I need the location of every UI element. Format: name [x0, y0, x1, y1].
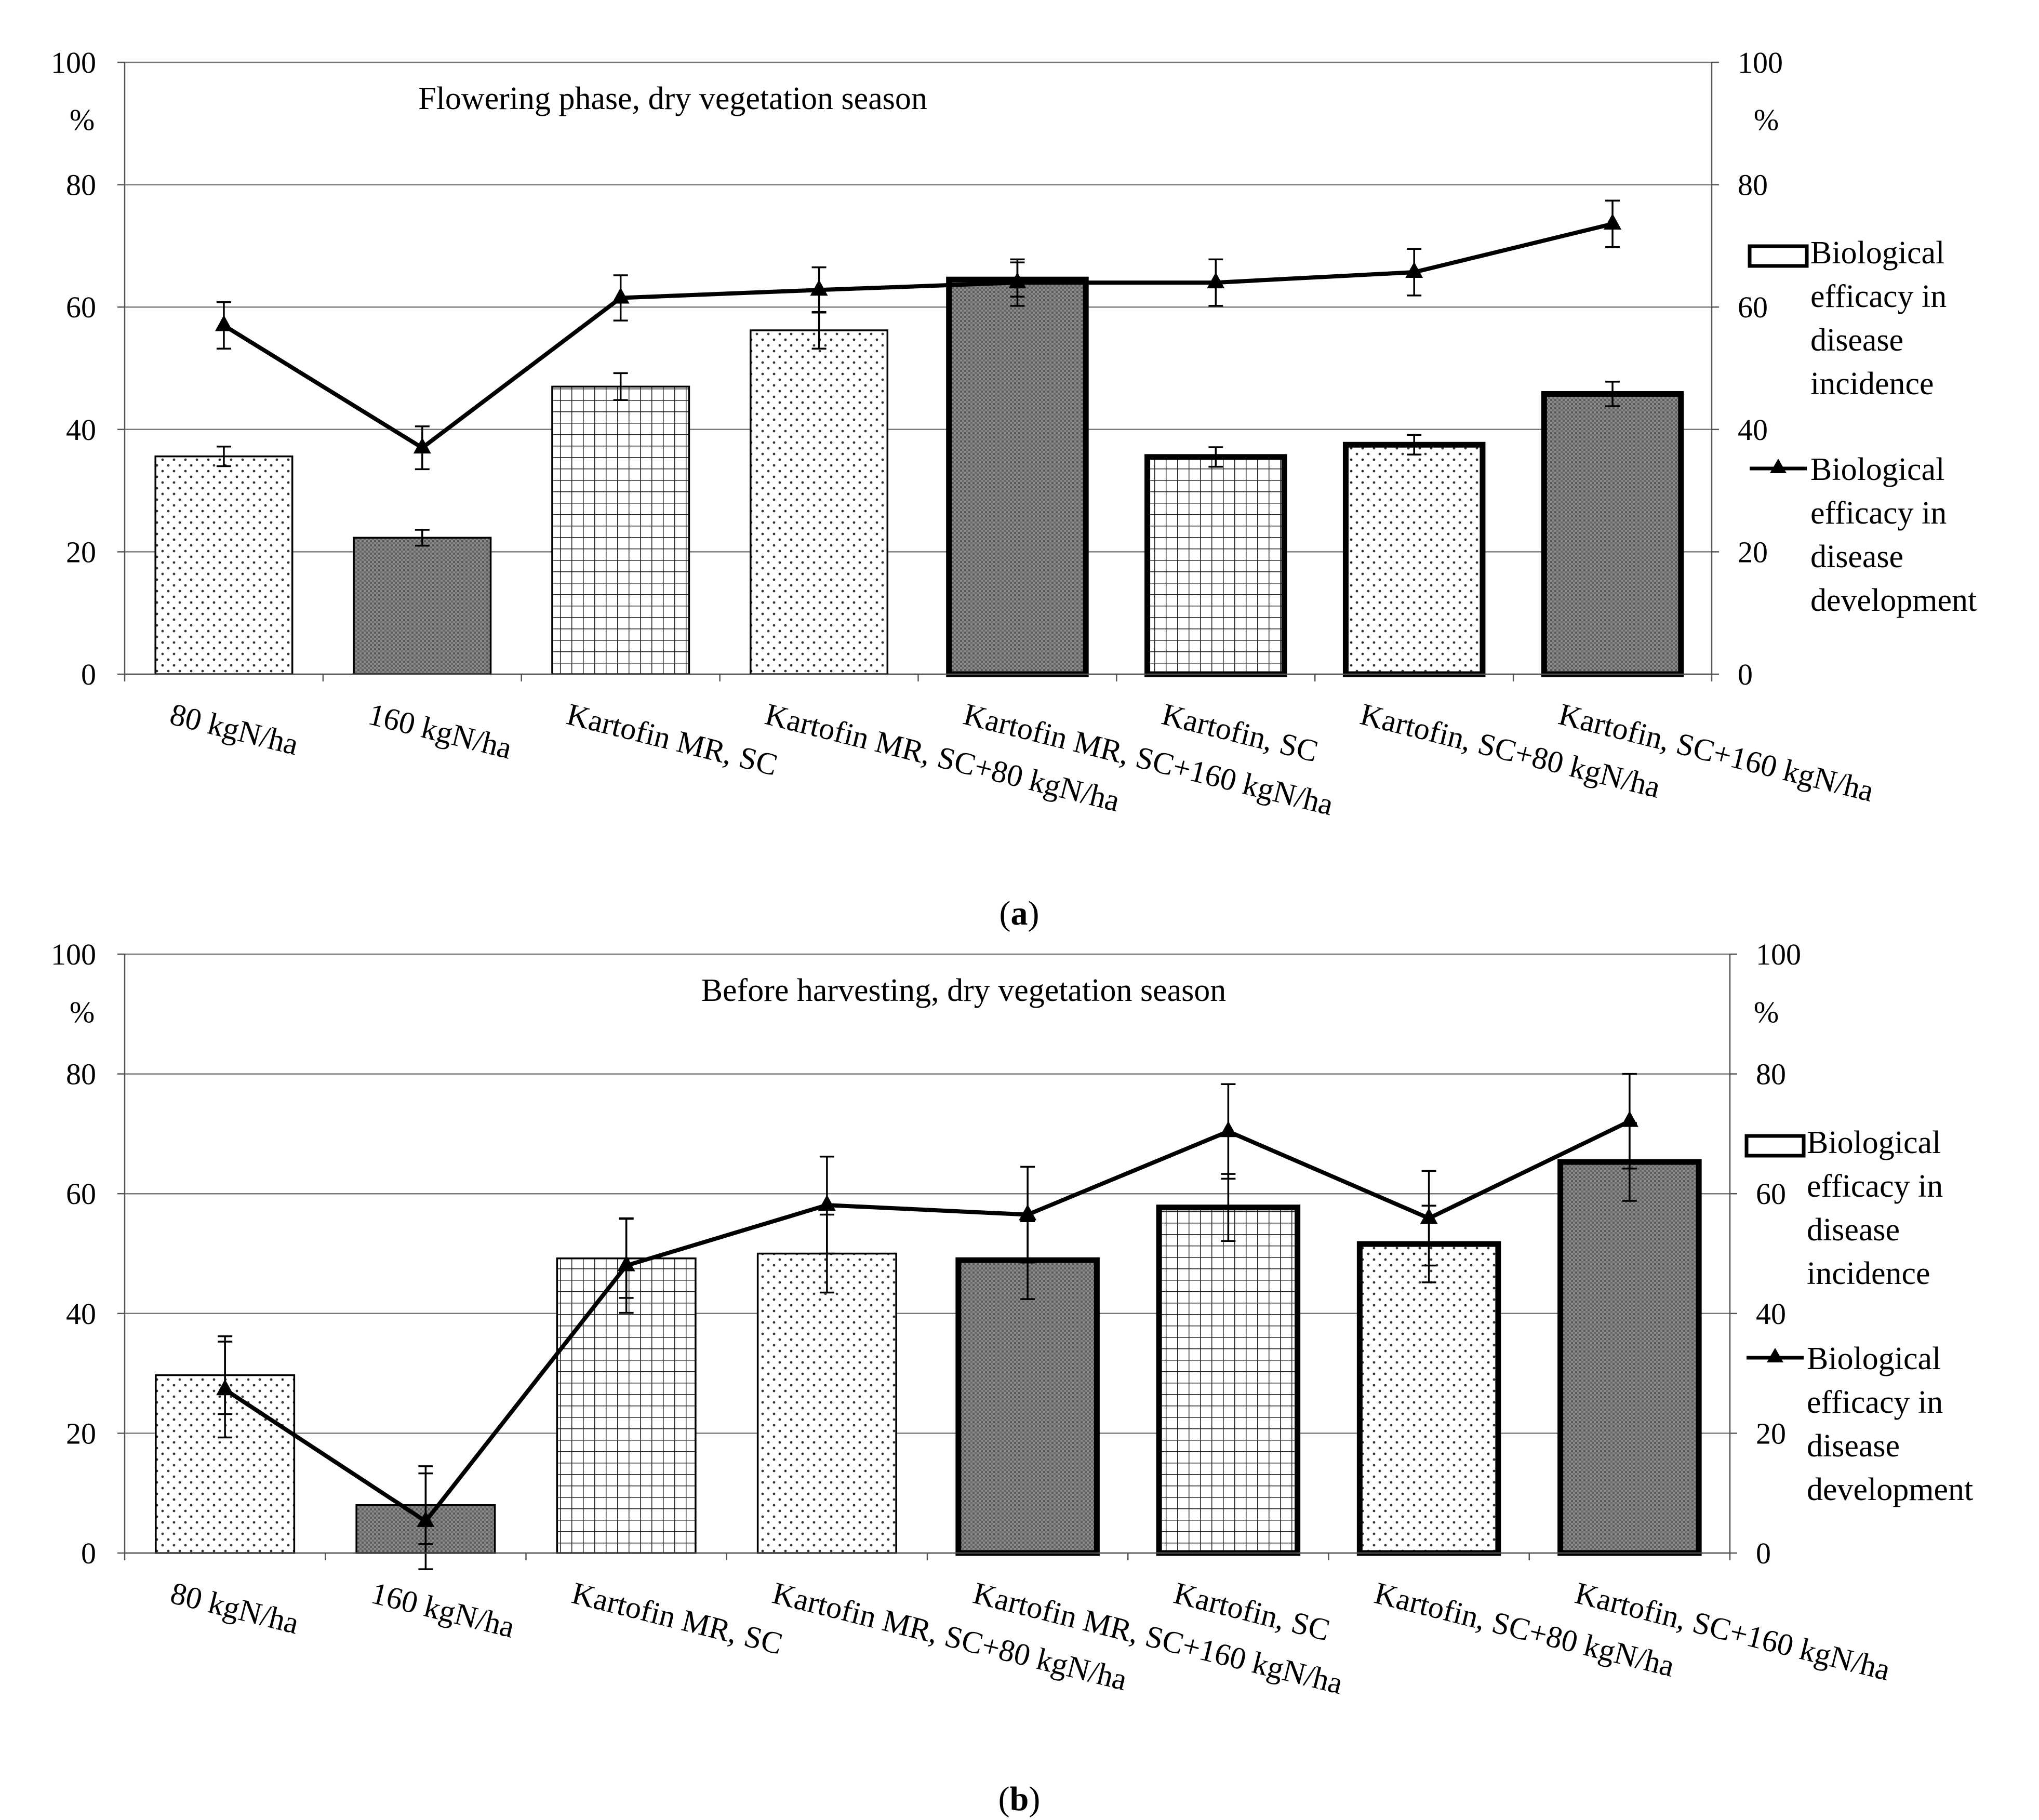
y-axis-right-ticks: 0 20 40 60 80 100	[1712, 46, 1783, 691]
x-tick-label: Kartofin MR, SC+80 kgN/ha	[762, 697, 1123, 819]
y-axis-left-ticks: 0 20 40 60 80 100	[51, 46, 125, 691]
bar-series	[154, 276, 1684, 677]
y-tick-label: 80	[66, 168, 96, 202]
y-tick-label: 60	[66, 1177, 96, 1211]
y-tick-label: 0	[81, 1536, 96, 1570]
y-tick-label: 20	[1756, 1416, 1786, 1450]
y-tick-label: 0	[1738, 658, 1753, 691]
x-tick-label: 160 kgN/ha	[365, 697, 515, 766]
x-axis-labels: 80 kgN/ha 160 kgN/ha Kartofin MR, SCKartof…	[167, 697, 1877, 822]
y-axis-right-ticks: 0 20 40 60 80 100	[1730, 938, 1801, 1570]
series-line	[222, 222, 1614, 450]
legend-label-bar: Biological efficacy in disease incidence	[1807, 1125, 1943, 1291]
line-series	[215, 199, 1622, 471]
axes	[124, 62, 1713, 681]
bar	[756, 1252, 897, 1554]
chart-title: Flowering phase, dry vegetation season	[418, 81, 927, 116]
line-marker	[215, 315, 233, 331]
x-tick-label: 80 kgN/ha	[167, 1576, 302, 1641]
x-axis-labels: 80 kgN/ha 160 kgN/ha Kartofin MR, SCKartof…	[167, 1576, 1894, 1701]
chart-panel-a: Flowering phase, dry vegetation season %…	[51, 46, 1977, 932]
line-marker	[1019, 1204, 1037, 1221]
legend-label-bar: Biological efficacy in disease incidence	[1810, 235, 1947, 402]
line-marker	[1620, 1110, 1638, 1127]
bar	[1356, 1241, 1501, 1556]
y-tick-label: 80	[1756, 1058, 1786, 1091]
legend: Biological efficacy in disease incidence Bi…	[1748, 235, 1977, 618]
line-marker	[1207, 272, 1225, 289]
x-tick-label: Kartofin MR, SC+80 kgN/ha	[769, 1576, 1131, 1697]
chart-panel-b: Before harvesting, dry vegetation season…	[51, 938, 1973, 1818]
line-marker	[810, 279, 828, 296]
y-unit-left: %	[70, 103, 95, 137]
bar-error-bars	[216, 261, 1620, 547]
legend: Biological efficacy in disease incidence Bi…	[1744, 1125, 1973, 1507]
bar	[1342, 441, 1486, 677]
y-tick-label: 100	[1738, 46, 1783, 79]
line-marker	[617, 1255, 635, 1272]
line-marker	[1405, 262, 1423, 278]
line-marker	[1219, 1121, 1237, 1138]
line-marker	[1420, 1208, 1438, 1224]
line-series	[216, 1073, 1638, 1570]
chart-title: Before harvesting, dry vegetation season	[701, 973, 1227, 1008]
y-tick-label: 0	[81, 658, 96, 691]
line-marker	[1008, 272, 1027, 289]
legend-swatch-bar	[1744, 1134, 1806, 1158]
x-tick-label: Kartofin MR, SC	[568, 1576, 786, 1661]
y-tick-label: 60	[1756, 1177, 1786, 1211]
y-unit-right: %	[1754, 103, 1779, 137]
line-marker	[611, 287, 630, 304]
bar	[1541, 391, 1684, 677]
y-tick-label: 0	[1756, 1536, 1771, 1570]
y-tick-label: 100	[1756, 938, 1801, 971]
bar	[946, 276, 1089, 677]
y-unit-left: %	[70, 995, 95, 1029]
y-tick-label: 40	[1738, 413, 1768, 447]
legend-swatch-marker	[1767, 1348, 1783, 1362]
y-tick-label: 20	[1738, 535, 1768, 569]
y-tick-label: 60	[66, 290, 96, 324]
legend-swatch-bar	[1748, 244, 1809, 268]
x-tick-label: 160 kgN/ha	[368, 1576, 518, 1644]
y-tick-label: 100	[51, 46, 96, 79]
y-axis-left-ticks: 0 20 40 60 80 100	[51, 938, 125, 1570]
line-marker	[1604, 213, 1622, 230]
panel-caption-a: (a)	[999, 894, 1040, 932]
y-tick-label: 20	[66, 535, 96, 569]
panel-caption-b: (b)	[998, 1780, 1041, 1818]
y-tick-label: 20	[66, 1416, 96, 1450]
y-tick-label: 40	[66, 413, 96, 447]
y-tick-label: 100	[51, 938, 96, 971]
axes	[124, 954, 1731, 1560]
bar	[1557, 1159, 1702, 1556]
bar	[154, 455, 294, 675]
y-tick-label: 40	[66, 1297, 96, 1331]
line-marker	[413, 437, 431, 454]
legend-label-line: Biological efficacy in disease development	[1807, 1341, 1973, 1507]
line-marker	[417, 1510, 435, 1527]
bar	[1156, 1205, 1301, 1556]
bar	[955, 1257, 1100, 1556]
legend-swatch-marker	[1770, 459, 1787, 473]
bar	[1144, 454, 1287, 677]
series-line	[223, 1119, 1631, 1523]
bar	[750, 329, 889, 675]
line-marker	[216, 1379, 234, 1396]
y-tick-label: 40	[1756, 1297, 1786, 1331]
bar	[551, 385, 690, 675]
x-tick-label: Kartofin MR, SC	[564, 697, 781, 782]
x-tick-label: 80 kgN/ha	[167, 697, 302, 762]
y-tick-label: 80	[1738, 168, 1768, 202]
legend-label-line: Biological efficacy in disease development	[1810, 452, 1977, 618]
line-marker	[818, 1195, 836, 1211]
bar	[353, 537, 492, 675]
y-tick-label: 60	[1738, 290, 1768, 324]
y-tick-label: 80	[66, 1058, 96, 1091]
y-unit-right: %	[1754, 995, 1779, 1029]
